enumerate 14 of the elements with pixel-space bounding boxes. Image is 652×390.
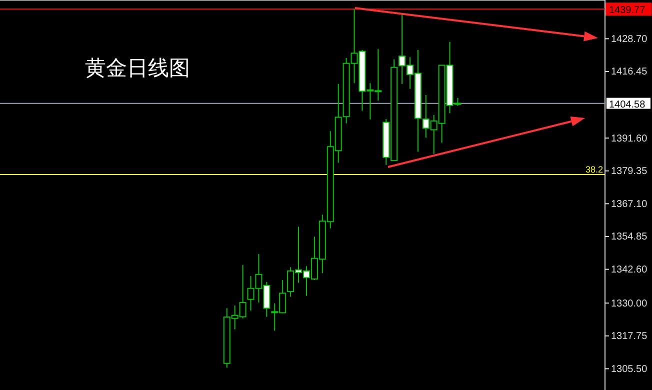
y-tick-label: 1416.45 <box>611 66 648 78</box>
y-tick-label: 1330.00 <box>611 298 648 310</box>
y-tick-label: 1305.50 <box>611 364 648 375</box>
y-tick-label: 1342.60 <box>611 264 648 276</box>
y-tick-label: 1428.70 <box>611 34 648 45</box>
y-tick-label: 1367.10 <box>611 198 648 210</box>
ref-line-label: 1439.77 <box>609 5 646 16</box>
ref-line-label: 1404.58 <box>609 99 646 110</box>
y-tick-label: 1317.75 <box>611 331 648 342</box>
y-tick-label: 1379.35 <box>611 166 648 178</box>
text: 黄金日线图 <box>85 57 190 80</box>
y-tick-label: 1391.60 <box>611 133 648 144</box>
y-tick-label: 1354.85 <box>611 232 648 243</box>
annotation: 38.2 <box>585 164 603 175</box>
